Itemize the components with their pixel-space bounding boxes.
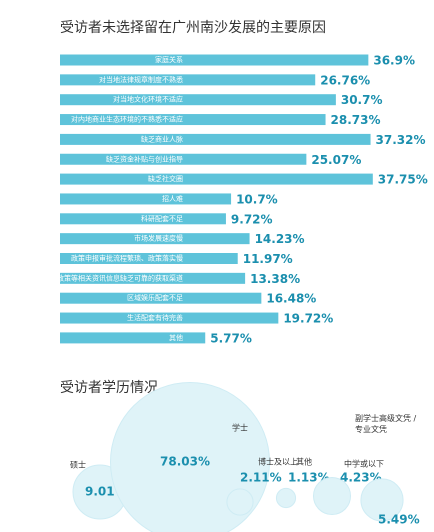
bar: [60, 253, 238, 264]
value-label: 5.77%: [210, 331, 252, 345]
bubble: [360, 478, 404, 522]
bar: [60, 114, 326, 126]
bar: [60, 213, 226, 225]
bar: [60, 173, 373, 185]
bar: [60, 193, 232, 205]
bubble: [226, 488, 254, 516]
bubble: [312, 476, 352, 516]
value-label: 14.23%: [255, 232, 305, 246]
bar: [60, 233, 250, 245]
value-label: 36.9%: [373, 54, 415, 68]
bar: [60, 272, 246, 284]
bubble-value: 5.49%: [378, 513, 420, 527]
bubble-label: 硕士: [70, 460, 86, 470]
bubble-label: 博士及以上: [258, 457, 298, 467]
bubble-label: 学士: [232, 423, 248, 433]
value-label: 19.72%: [283, 312, 333, 326]
category-label: 市场发展速度慢: [134, 234, 183, 243]
category-label: 政策申报审批流程繁琐、政策落实慢: [71, 254, 183, 263]
bubble-label: 其他: [296, 457, 312, 467]
bar: [60, 133, 371, 145]
category-label: 生活配套有待完善: [127, 313, 183, 322]
bar: [60, 94, 336, 106]
category-label: 家庭关系: [155, 55, 183, 64]
category-label: 招人难: [162, 194, 183, 203]
value-label: 26.76%: [320, 73, 370, 87]
bar: [60, 312, 279, 324]
category-label: 缺乏资金补贴与创业指导: [106, 154, 183, 163]
bar: [60, 74, 316, 86]
bubble-value: 4.23%: [340, 471, 382, 485]
value-label: 37.32%: [376, 133, 426, 147]
category-label: 对当地法律规章制度不熟悉: [99, 75, 183, 84]
category-label: 其他: [169, 333, 183, 342]
bubble-value: 1.13%: [288, 471, 330, 485]
category-label: 区域娱乐配套不足: [127, 293, 183, 302]
bubble-label: 副学士高级文凭 / 专业文凭: [355, 414, 417, 434]
bubble-value: 78.03%: [160, 455, 210, 469]
bubble: [275, 487, 297, 509]
value-label: 11.97%: [243, 252, 293, 266]
value-label: 10.7%: [236, 192, 278, 206]
bubble-label: 中学或以下: [344, 459, 384, 469]
value-label: 37.75%: [378, 173, 428, 187]
bar: [60, 332, 206, 344]
value-label: 16.48%: [266, 292, 316, 306]
category-label: 缺乏商业人脉: [141, 134, 183, 143]
value-label: 9.72%: [231, 212, 273, 226]
bar: [60, 153, 307, 165]
category-label: 缺乏社交圈: [148, 174, 183, 183]
bar: [60, 292, 262, 304]
chart-title: 受访者学历情况: [60, 380, 158, 396]
value-label: 28.73%: [331, 113, 381, 127]
category-label: 对内地商业生态环境的不熟悉不适应: [71, 115, 183, 124]
bubble-value: 2.11%: [240, 471, 282, 485]
category-label: 科研配套不足: [141, 214, 183, 223]
bar: [60, 54, 369, 66]
chart-title: 受访者未选择留在广州南沙发展的主要原因: [60, 20, 326, 36]
category-label: 对当地文化环境不适应: [113, 95, 183, 104]
value-label: 25.07%: [311, 153, 361, 167]
value-label: 30.7%: [341, 93, 383, 107]
value-label: 13.38%: [250, 272, 300, 286]
category-label: 政策等相关资讯信息缺乏可靠的获取渠道: [57, 273, 183, 282]
